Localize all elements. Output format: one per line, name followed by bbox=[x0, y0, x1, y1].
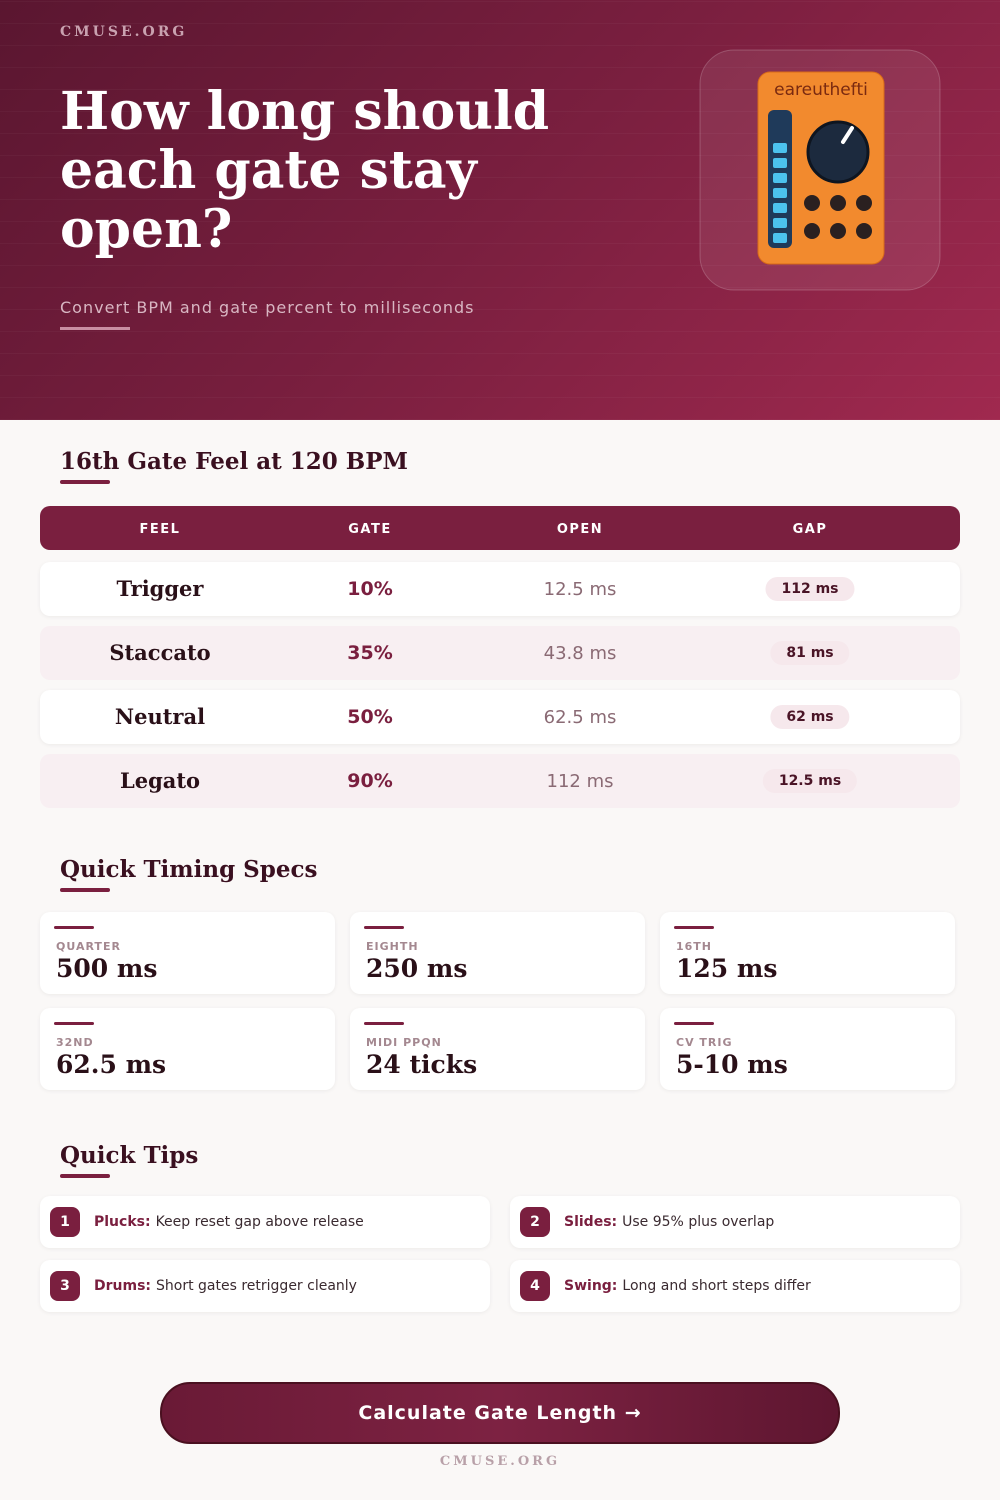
meter-leds bbox=[773, 143, 787, 243]
spec-label: MIDI PPQN bbox=[366, 1036, 442, 1049]
feel-cell: Legato bbox=[119, 768, 201, 793]
tip-text: Keep reset gap above release bbox=[155, 1214, 364, 1230]
tip-line: Plucks: Keep reset gap above release bbox=[94, 1214, 364, 1230]
spec-card: QUARTER 500 ms bbox=[40, 912, 335, 994]
spec-value: 24 ticks bbox=[366, 1050, 478, 1079]
gap-pill: 81 ms bbox=[770, 641, 850, 665]
tip-number: 2 bbox=[520, 1207, 550, 1237]
spec-accent bbox=[674, 1022, 714, 1025]
spec-card: 32ND 62.5 ms bbox=[40, 1008, 335, 1090]
open-cell: 62.5 ms bbox=[543, 707, 617, 728]
footer-site: CMUSE.ORG bbox=[439, 1454, 561, 1469]
tip-line: Slides: Use 95% plus overlap bbox=[564, 1214, 774, 1230]
tip-label: Drums: bbox=[94, 1278, 152, 1294]
section-underline bbox=[60, 480, 110, 484]
tip-label: Slides: bbox=[564, 1214, 618, 1230]
open-cell: 112 ms bbox=[546, 771, 614, 792]
spec-card: MIDI PPQN 24 ticks bbox=[350, 1008, 645, 1090]
device-label: eareuthefti bbox=[774, 80, 868, 100]
spec-accent bbox=[674, 926, 714, 929]
tip-text: Short gates retrigger cleanly bbox=[156, 1278, 357, 1294]
feel-cell: Staccato bbox=[109, 640, 211, 665]
knob-pointer bbox=[841, 126, 854, 144]
gap-pill: 112 ms bbox=[765, 577, 855, 601]
app-icon: eareuthefti bbox=[699, 49, 941, 291]
section-underline bbox=[60, 888, 110, 892]
gap-pill: 62 ms bbox=[770, 705, 850, 729]
spec-card: CV TRIG 5-10 ms bbox=[660, 1008, 955, 1090]
section-underline bbox=[60, 1174, 110, 1178]
hero-title: How long should each gate stay open? bbox=[60, 81, 550, 260]
spec-label: QUARTER bbox=[56, 940, 121, 953]
spec-value: 250 ms bbox=[366, 954, 468, 983]
tip-text: Use 95% plus overlap bbox=[622, 1214, 775, 1230]
spec-value: 500 ms bbox=[56, 954, 158, 983]
spec-accent bbox=[54, 926, 94, 929]
tip-number: 1 bbox=[50, 1207, 80, 1237]
site-label: CMUSE.ORG bbox=[60, 24, 188, 40]
tip-text: Long and short steps differ bbox=[622, 1278, 811, 1294]
tip-number: 3 bbox=[50, 1271, 80, 1301]
section-title: 16th Gate Feel at 120 BPM bbox=[60, 448, 408, 475]
spec-card: 16TH 125 ms bbox=[660, 912, 955, 994]
spec-accent bbox=[54, 1022, 94, 1025]
open-cell: 12.5 ms bbox=[543, 579, 617, 600]
table-header bbox=[40, 506, 960, 550]
column-header: GAP bbox=[792, 522, 828, 537]
spec-label: CV TRIG bbox=[676, 1036, 733, 1049]
knob bbox=[806, 120, 870, 184]
column-header: OPEN bbox=[556, 522, 604, 537]
spec-value: 5-10 ms bbox=[676, 1050, 788, 1079]
tip-line: Drums: Short gates retrigger cleanly bbox=[94, 1278, 357, 1294]
hero: CMUSE.ORG How long should each gate stay… bbox=[0, 0, 1000, 420]
tip-card: 3 Drums: Short gates retrigger cleanly bbox=[40, 1260, 490, 1312]
subtitle-underline bbox=[60, 327, 130, 330]
spec-label: 32ND bbox=[56, 1036, 94, 1049]
cta-button[interactable]: Calculate Gate Length → bbox=[160, 1382, 840, 1444]
feel-cell: Neutral bbox=[114, 704, 206, 729]
spec-value: 125 ms bbox=[676, 954, 778, 983]
open-cell: 43.8 ms bbox=[543, 643, 617, 664]
tip-card: 4 Swing: Long and short steps differ bbox=[510, 1260, 960, 1312]
section-title: Quick Timing Specs bbox=[60, 856, 318, 883]
tip-line: Swing: Long and short steps differ bbox=[564, 1278, 811, 1294]
tip-label: Plucks: bbox=[94, 1214, 151, 1230]
buttons bbox=[804, 195, 872, 239]
spec-card: EIGHTH 250 ms bbox=[350, 912, 645, 994]
spec-accent bbox=[364, 1022, 404, 1025]
tip-label: Swing: bbox=[564, 1278, 618, 1294]
gate-cell: 90% bbox=[347, 770, 393, 792]
gate-cell: 50% bbox=[347, 706, 393, 728]
spec-value: 62.5 ms bbox=[56, 1050, 167, 1079]
gate-cell: 35% bbox=[347, 642, 393, 664]
spec-accent bbox=[364, 926, 404, 929]
spec-label: 16TH bbox=[676, 940, 713, 953]
tip-number: 4 bbox=[520, 1271, 550, 1301]
tip-card: 1 Plucks: Keep reset gap above release bbox=[40, 1196, 490, 1248]
tip-card: 2 Slides: Use 95% plus overlap bbox=[510, 1196, 960, 1248]
column-header: GATE bbox=[348, 522, 392, 537]
hero-subtitle: Convert BPM and gate percent to millisec… bbox=[60, 298, 475, 317]
gap-pill: 12.5 ms bbox=[762, 769, 858, 793]
gate-cell: 10% bbox=[347, 578, 393, 600]
section-title: Quick Tips bbox=[60, 1142, 199, 1169]
spec-label: EIGHTH bbox=[366, 940, 419, 953]
column-header: FEEL bbox=[139, 522, 181, 537]
feel-cell: Trigger bbox=[116, 576, 204, 601]
